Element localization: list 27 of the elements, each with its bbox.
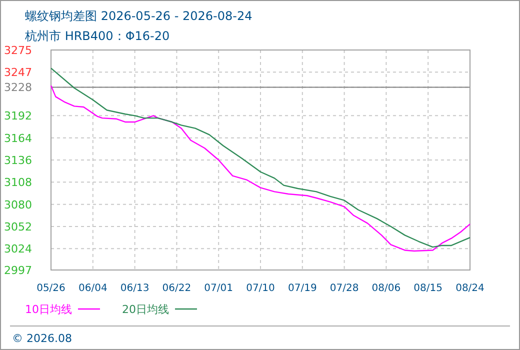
y-tick-label: 3052 [4,220,32,234]
y-tick-label: 3275 [4,44,32,57]
x-tick-label: 07/10 [246,283,275,294]
chart-subtitle: 杭州市 HRB400：Φ16-20 [24,29,170,43]
x-tick-label: 07/19 [288,283,317,294]
y-tick-label: 3108 [4,176,32,190]
y-tick-label: 3192 [4,110,32,123]
y-tick-label: 3080 [4,198,32,212]
y-tick-label: 3247 [4,66,32,80]
legend-label: 10日均线 [25,303,72,316]
y-tick-label: 3228 [4,81,32,94]
text: © 2026.08 [12,332,72,345]
x-tick-label: 05/26 [36,283,66,294]
y-tick-label: 3136 [4,154,32,167]
x-tick-label: 06/13 [120,283,150,294]
chart-title: 螺纹钢均差图 2026-05-26 - 2026-08-24 [25,9,252,23]
x-tick-label: 08/24 [456,283,484,294]
legend-label: 20日均线 [122,303,169,316]
x-tick-label: 06/04 [78,283,108,294]
y-tick-label: 3024 [4,242,32,256]
x-tick-label: 07/28 [330,283,359,294]
x-tick-label: 07/01 [204,283,234,294]
y-tick-label: 2997 [4,264,32,277]
x-tick-label: 08/15 [414,283,443,294]
x-tick-label: 08/06 [372,283,401,294]
y-tick-label: 3164 [4,132,32,145]
x-tick-label: 06/22 [162,283,192,294]
